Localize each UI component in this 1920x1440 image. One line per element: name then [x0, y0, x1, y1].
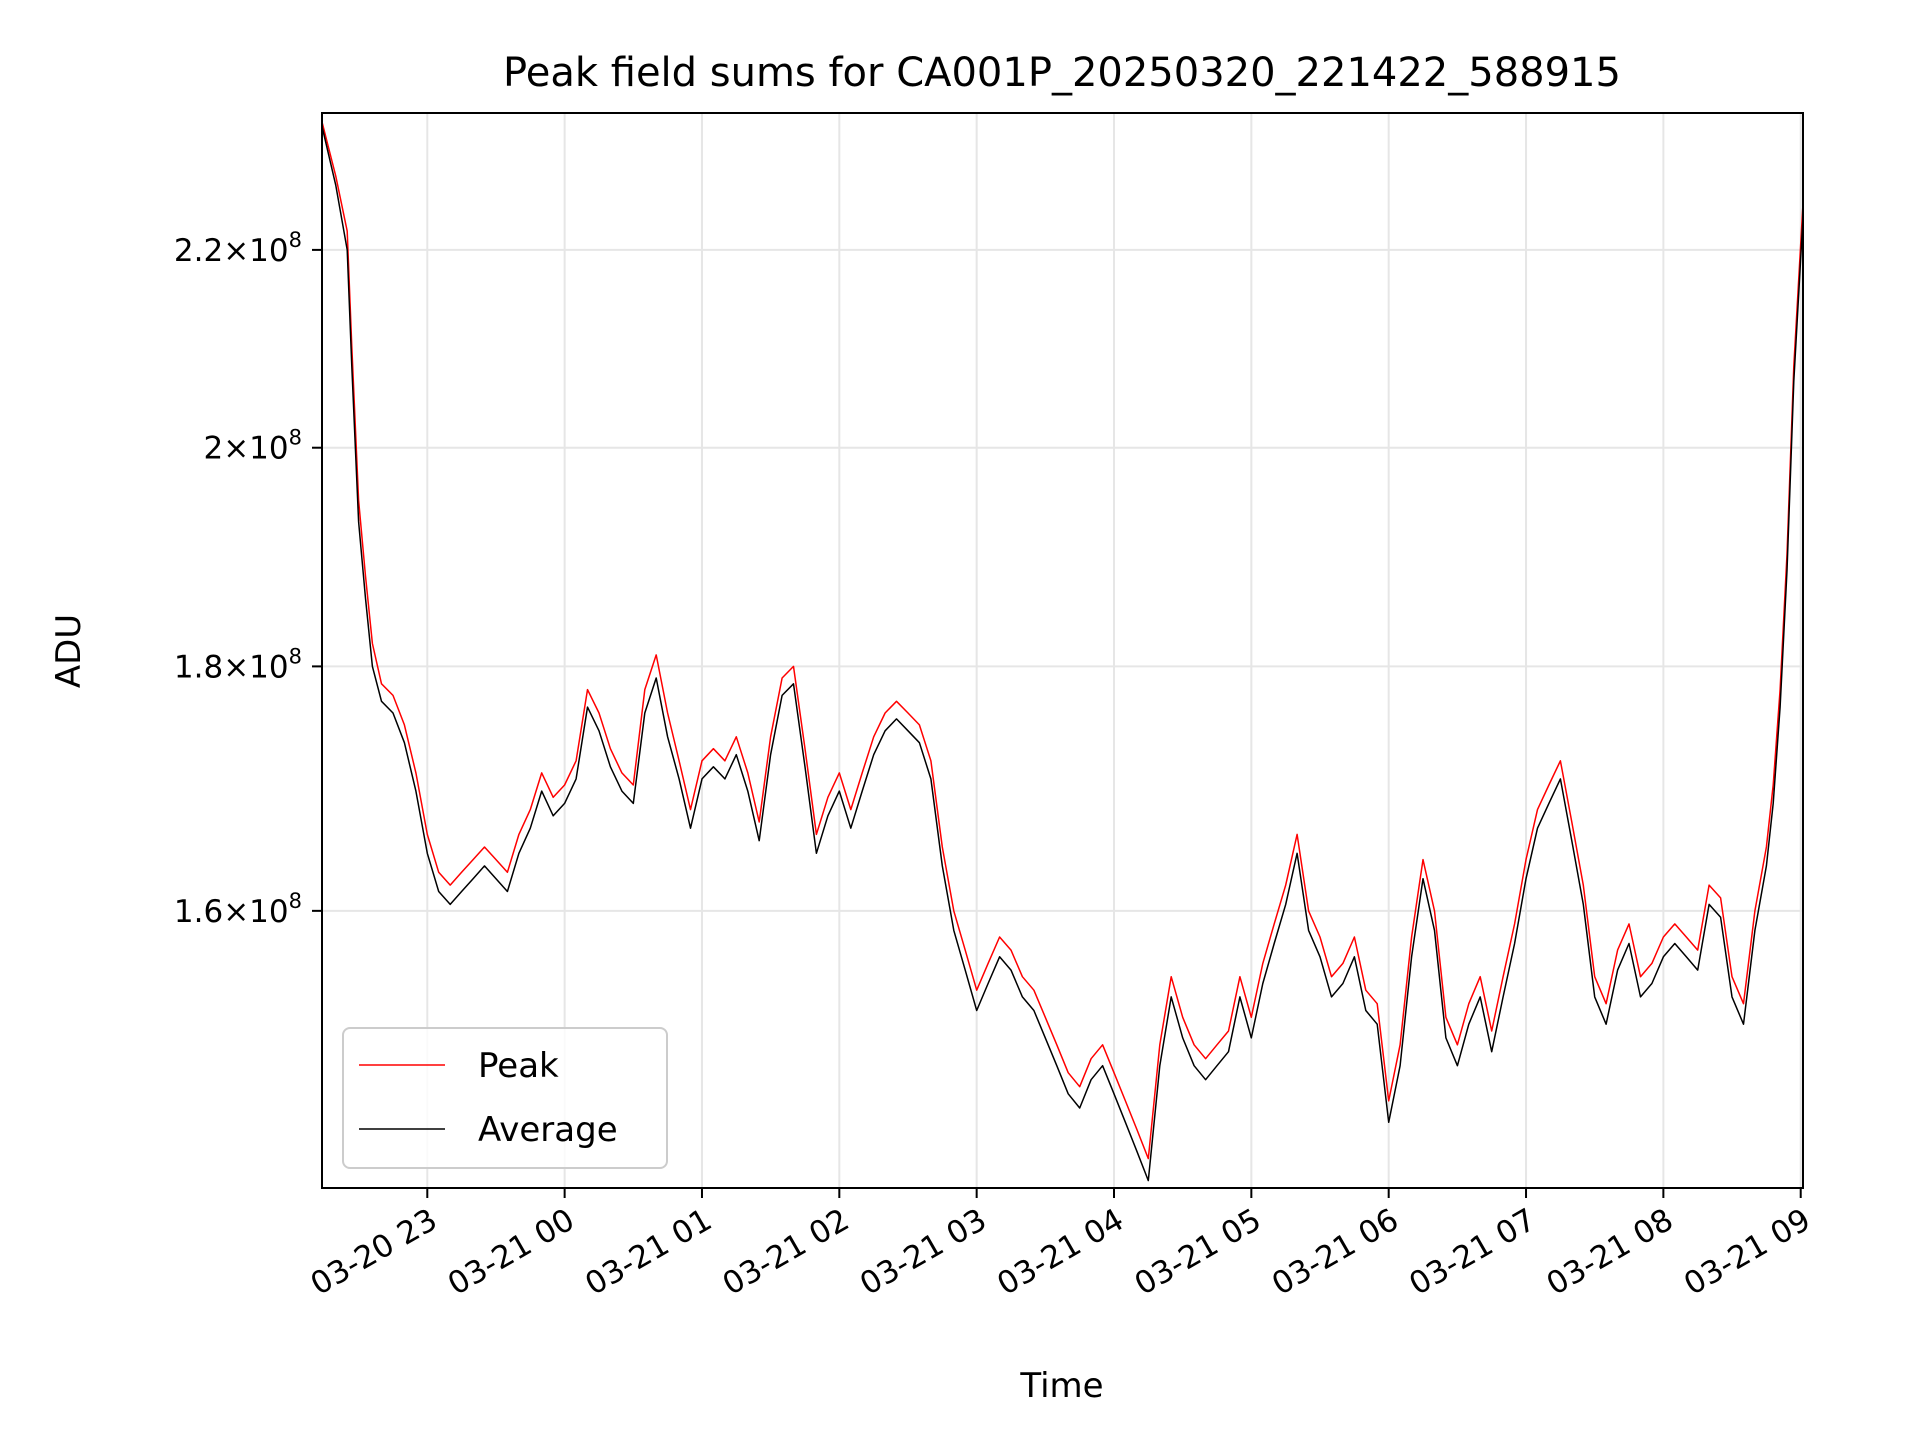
plot-lines: [321, 121, 1804, 1182]
legend-box: [342, 1027, 668, 1169]
y-tick-label: 1.6×108: [174, 889, 302, 930]
chart-title: Peak field sums for CA001P_20250320_2214…: [503, 50, 1621, 96]
y-axis: 1.6×108 1.8×108 2×108 2.2×108: [174, 228, 322, 930]
x-axis-label: Time: [1019, 1366, 1103, 1406]
y-tick-label: 2×108: [203, 426, 302, 467]
legend-label-average: Average: [478, 1110, 618, 1150]
y-tick-label: 2.2×108: [174, 228, 302, 269]
average-line: [321, 126, 1804, 1182]
legend-label-peak: Peak: [478, 1046, 559, 1086]
y-tick-label: 1.8×108: [174, 644, 302, 685]
grid: [322, 113, 1803, 1188]
peak-line: [321, 121, 1804, 1160]
y-axis-label: ADU: [49, 614, 89, 688]
legend: Peak Average: [342, 1027, 668, 1169]
plot-frame: [321, 112, 1804, 1189]
